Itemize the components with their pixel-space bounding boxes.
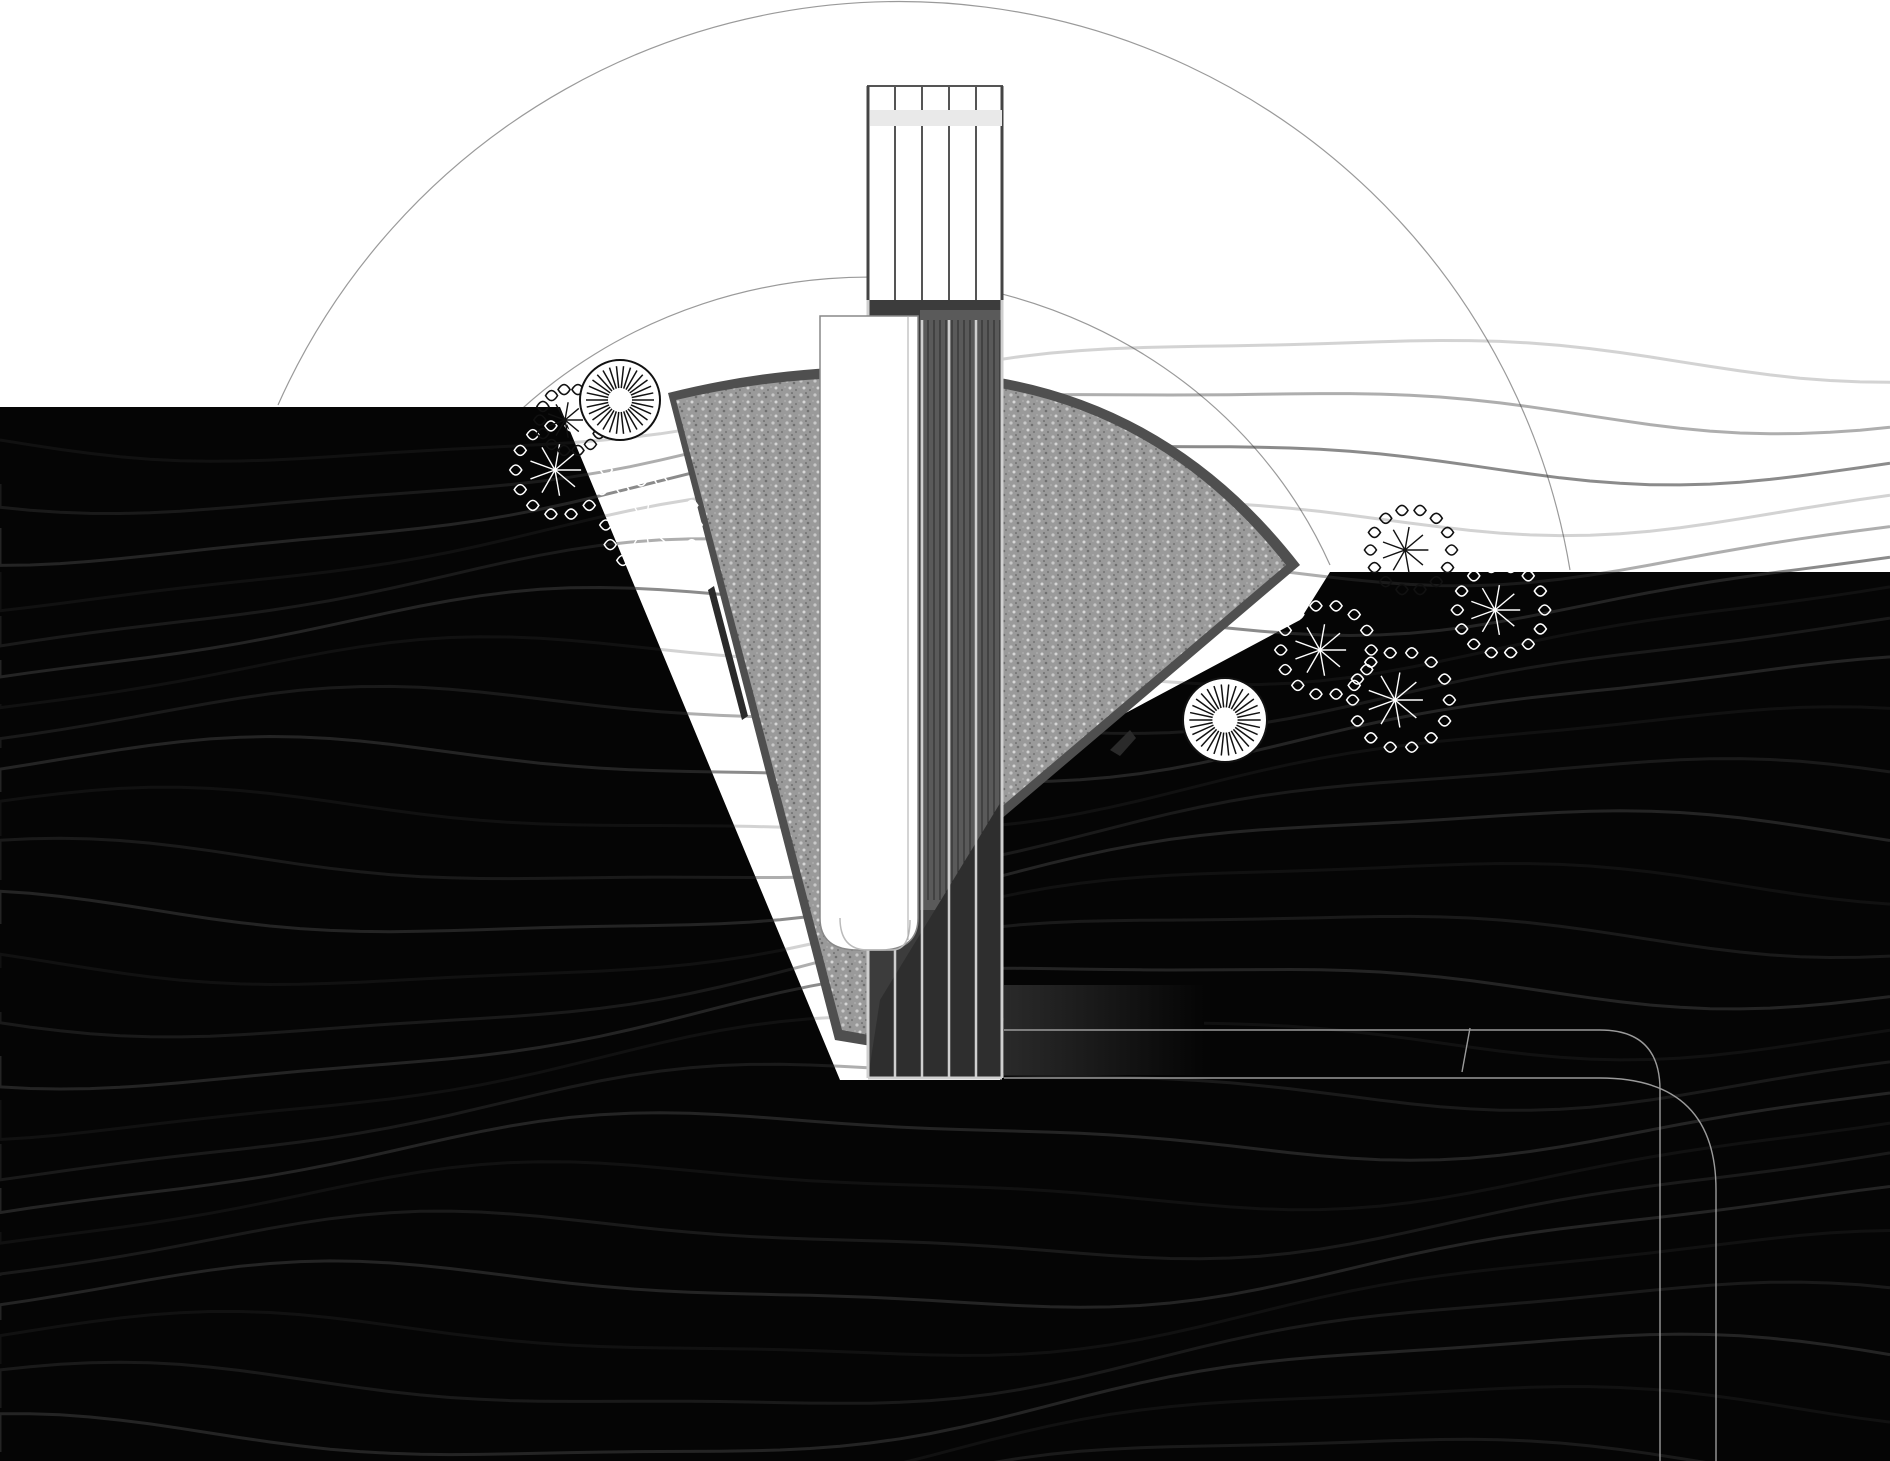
ripple-line (0, 1332, 1890, 1457)
dark-ground (0, 407, 1890, 1461)
path-lines (1004, 985, 1717, 1461)
shrub-cluster-icon (1450, 561, 1552, 659)
ripple-line (0, 1091, 1890, 1215)
ripple-line (0, 1151, 1890, 1276)
tower-top-lanes (866, 85, 1004, 317)
bench-slab (819, 315, 919, 951)
round-tree-icon (579, 359, 661, 441)
shrub-cluster-icon (1273, 600, 1379, 700)
ripple-line (0, 1185, 1890, 1320)
ripple-line (0, 1121, 1890, 1245)
shrub-cluster-icon (1363, 504, 1459, 596)
ripple-line (0, 1280, 1890, 1408)
round-tree-icon (1182, 677, 1268, 763)
landscape-planting (508, 359, 1552, 763)
ripple-line (903, 1385, 1890, 1461)
shrub-cluster-icon (1345, 647, 1457, 753)
ripple-line (993, 1437, 1706, 1461)
shrub-cluster-icon (508, 420, 614, 520)
ripple-line (0, 1229, 1890, 1364)
shrub-cluster-icon (598, 475, 704, 575)
